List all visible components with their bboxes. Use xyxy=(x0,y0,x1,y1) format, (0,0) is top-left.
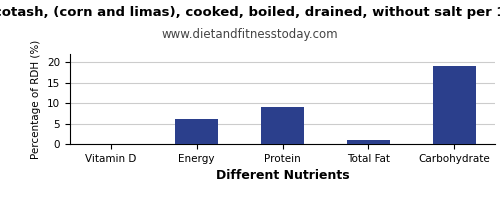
Text: ccotash, (corn and limas), cooked, boiled, drained, without salt per 10: ccotash, (corn and limas), cooked, boile… xyxy=(0,6,500,19)
Text: www.dietandfitnesstoday.com: www.dietandfitnesstoday.com xyxy=(162,28,338,41)
Bar xyxy=(433,66,476,144)
Bar xyxy=(261,107,304,144)
X-axis label: Different Nutrients: Different Nutrients xyxy=(216,169,350,182)
Title: ccotash, (corn and limas), cooked, boiled, drained, without salt per 10
www.diet: ccotash, (corn and limas), cooked, boile… xyxy=(0,199,1,200)
Y-axis label: Percentage of RDH (%): Percentage of RDH (%) xyxy=(32,39,42,159)
Bar xyxy=(175,119,218,144)
Bar xyxy=(347,140,390,144)
